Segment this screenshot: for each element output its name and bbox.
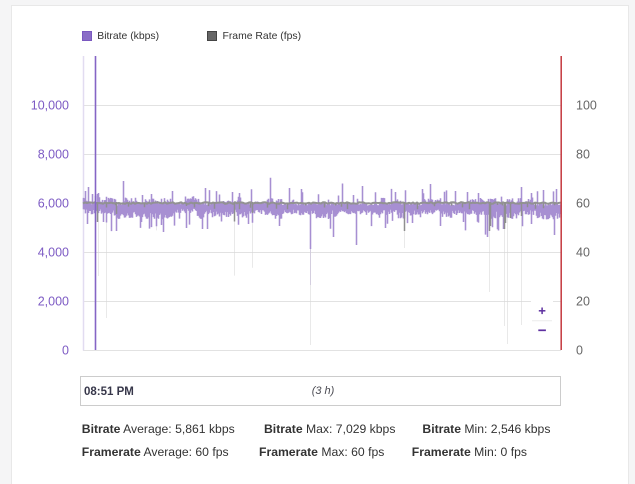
svg-text:0: 0 [62,344,69,358]
svg-text:4,000: 4,000 [38,246,69,260]
svg-text:6,000: 6,000 [38,197,69,211]
svg-text:10,000: 10,000 [31,99,69,113]
svg-text:20: 20 [576,295,590,309]
svg-text:2,000: 2,000 [38,295,69,309]
svg-text:0: 0 [576,344,583,358]
svg-text:80: 80 [576,148,590,162]
svg-text:60: 60 [576,197,590,211]
svg-text:8,000: 8,000 [38,148,69,162]
svg-text:100: 100 [576,99,597,113]
svg-text:40: 40 [576,246,590,260]
